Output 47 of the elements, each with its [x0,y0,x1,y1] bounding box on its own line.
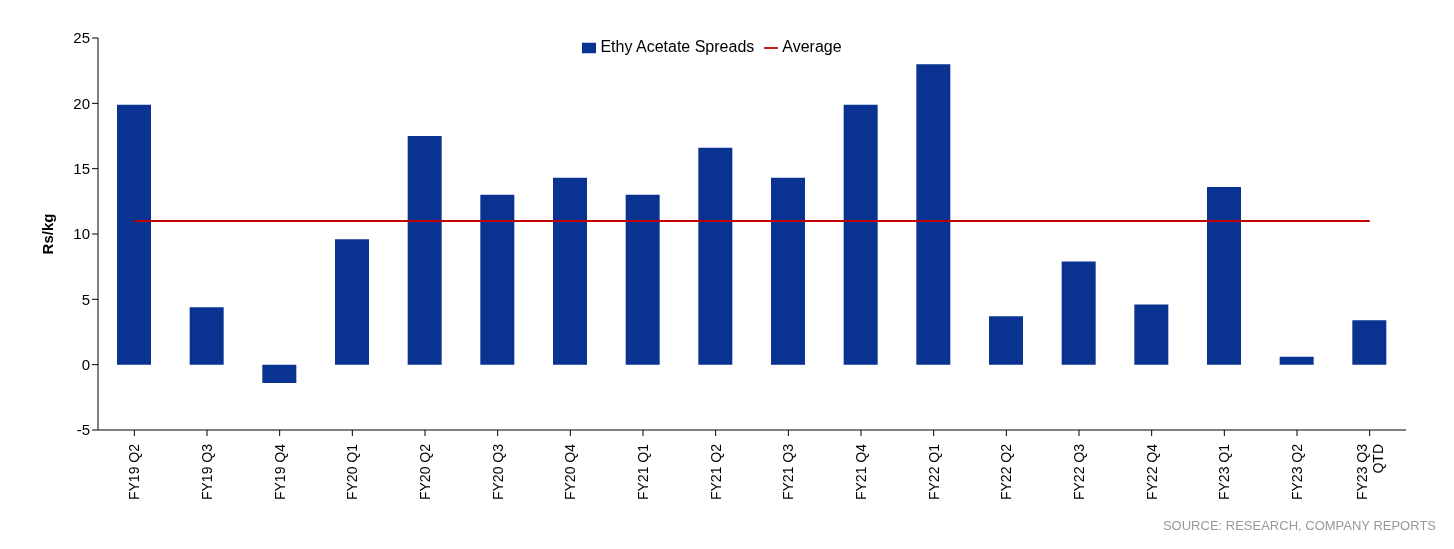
bar [916,64,951,365]
bar [1279,356,1314,365]
bar [989,316,1023,365]
x-tick-label: FY19 Q2 [126,443,143,501]
bar [335,239,369,365]
bar [480,194,515,365]
x-tick-label: FY20 Q4 [562,443,579,501]
x-tick-label: FY19 Q4 [271,443,288,501]
x-tick-label: FY22 Q3 [1071,443,1087,501]
x-tick-label: FY22 Q1 [925,443,942,501]
x-tick-label: FY22 Q2 [998,443,1015,501]
bar [1061,261,1096,365]
bar [553,177,587,365]
bar [262,364,297,383]
y-tick-label: 15 [73,159,90,177]
x-tick-label: FY21 Q2 [707,443,724,501]
bar [1134,304,1169,365]
bar [1207,186,1241,365]
y-tick-label: -5 [76,421,90,439]
bar [1352,320,1387,365]
y-tick-label: 0 [81,355,90,373]
x-tick-label: FY20 Q1 [344,443,361,501]
legend-label: Average [782,38,842,55]
x-tick-label: FY19 Q3 [199,443,215,501]
x-tick-label: FY21 Q3 [780,443,797,501]
x-tick-label: FY22 Q4 [1143,443,1160,501]
bar [843,104,878,365]
legend-label: Ethy Acetate Spreads [600,38,755,55]
x-tick-label: FY23 Q2 [1289,443,1305,501]
source-note: SOURCE: RESEARCH, COMPANY REPORTS [1161,518,1437,533]
y-tick-label: 10 [73,225,90,243]
bar [117,104,151,365]
bar [407,136,442,365]
x-tick-label: FY21 Q1 [635,443,651,501]
bar [698,147,733,365]
x-tick-label: FY20 Q2 [417,443,433,501]
bar [189,307,224,365]
y-tick-label: 25 [73,29,90,47]
y-tick-label: 20 [73,94,90,112]
x-tick-label: FY23 Q1 [1216,443,1233,501]
bar [625,194,660,365]
y-tick-label: 5 [81,290,90,308]
y-axis-title: Rs/kg [39,213,57,255]
bar [771,177,805,365]
x-tick-label: FY21 Q4 [853,443,869,501]
x-tick-label: FY20 Q3 [489,443,506,501]
x-tick-label: FY23 Q3 QTD [1353,443,1386,501]
